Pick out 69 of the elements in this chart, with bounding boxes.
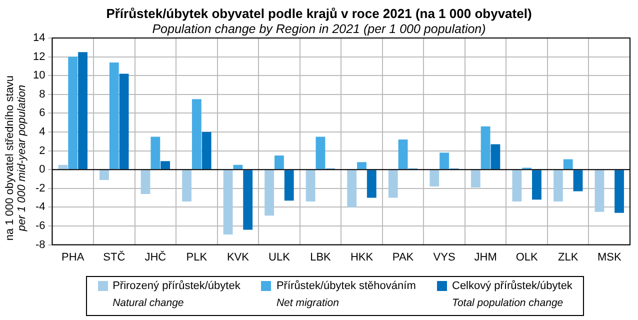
bar [470, 170, 480, 188]
x-tick-label: KVK [226, 251, 250, 264]
bar [490, 144, 500, 170]
chart-subtitle: Population change by Region in 2021 (per 1 000 population) [152, 22, 486, 36]
bar [192, 99, 202, 170]
bar [614, 170, 624, 213]
bar [388, 170, 398, 198]
bar [347, 170, 357, 208]
bar [58, 164, 68, 170]
bar [594, 170, 604, 212]
bar [109, 62, 119, 170]
x-tick-label: VYS [433, 251, 456, 264]
bar [150, 136, 160, 170]
y-tick-label: 10 [32, 70, 46, 82]
x-tick-label: ZLK [558, 251, 579, 264]
y-tick-label: 2 [39, 144, 46, 157]
bar [366, 170, 376, 198]
bar [78, 52, 88, 170]
bar [274, 156, 284, 170]
bar [398, 140, 408, 170]
bar [202, 132, 212, 170]
y-tick-label: 14 [32, 32, 46, 44]
bar [284, 170, 294, 201]
bar [119, 74, 129, 170]
bar [480, 126, 490, 170]
bar [440, 152, 449, 170]
bar [140, 170, 150, 194]
bar [233, 164, 243, 170]
y-tick-label: 12 [32, 50, 46, 63]
bar [223, 170, 233, 234]
bar [563, 159, 573, 170]
x-tick-label: JHČ [144, 250, 166, 264]
y-tick-label: -6 [35, 220, 46, 232]
bar [182, 170, 192, 202]
x-tick-label: JHM [474, 251, 497, 264]
bar [553, 170, 563, 202]
x-tick-label: PLK [186, 251, 208, 264]
bar [264, 170, 274, 216]
bar [243, 170, 253, 230]
x-tick-label: LBK [310, 251, 332, 264]
chart-title: Přírůstek/úbytek obyvatel podle krajů v roce 2021 (na 1 000 obyvatel) [105, 6, 533, 21]
bar [68, 56, 78, 170]
bar [532, 170, 542, 200]
bar [160, 161, 170, 170]
y-tick-label: 6 [39, 107, 46, 120]
x-tick-label: MSK [597, 251, 622, 264]
y-tick-label: -2 [35, 182, 46, 194]
bar [573, 170, 583, 192]
x-tick-label: ULK [268, 251, 291, 264]
legend-label: Celkový přírůstek/úbytek Total population change [452, 280, 572, 309]
x-tick-label: PAK [392, 251, 414, 264]
bar [100, 170, 109, 180]
y-tick-label: -4 [35, 201, 46, 214]
y-tick-label: 8 [39, 88, 46, 100]
legend-label: Přírůstek/úbytek stěhováním Net migration [276, 280, 416, 309]
bar [306, 170, 316, 202]
y-tick-label: 4 [39, 126, 46, 138]
y-tick-label: -8 [35, 238, 46, 251]
bar [316, 136, 326, 170]
bar [430, 170, 440, 187]
y-tick-label: 0 [39, 164, 46, 176]
x-tick-label: OLK [516, 251, 538, 264]
bar [357, 162, 366, 170]
x-tick-label: PHA [62, 251, 85, 264]
x-tick-label: HKK [350, 251, 374, 264]
legend-label: Přirozený přírůstek/úbytek Natural change [112, 280, 240, 309]
y-axis-title: na 1 000 obyvatel středního stavu per 1 000 mid-year population [4, 74, 28, 243]
x-tick-label: STČ [103, 250, 126, 264]
bar [512, 170, 522, 202]
